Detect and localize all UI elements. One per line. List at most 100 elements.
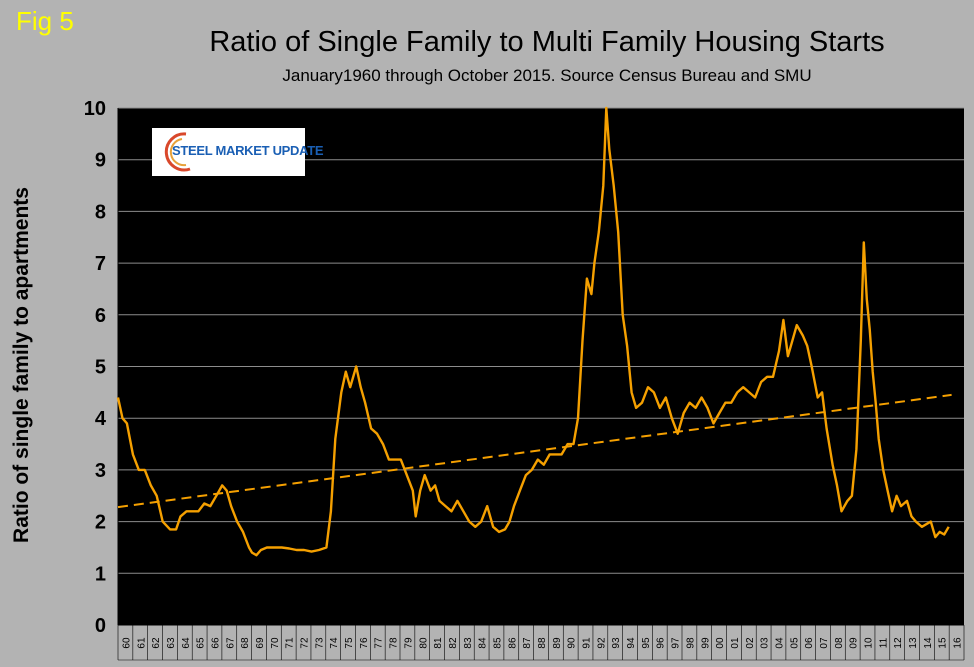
x-tick-text: 05 <box>789 637 800 649</box>
x-tick-text: 65 <box>196 637 207 649</box>
x-tick-label: 14 <box>923 637 934 649</box>
x-tick-label: 70 <box>270 637 281 649</box>
x-tick-text: 96 <box>656 637 667 649</box>
x-tick-text: 75 <box>344 637 355 649</box>
x-tick-text: 15 <box>938 637 949 649</box>
x-tick-text: 93 <box>611 637 622 649</box>
x-tick-label: 62 <box>151 637 162 649</box>
x-tick-text: 85 <box>492 637 503 649</box>
y-tick-label: 0 <box>95 615 106 637</box>
x-tick-text: 00 <box>715 637 726 649</box>
x-tick-label: 80 <box>418 637 429 649</box>
x-tick-text: 13 <box>908 637 919 649</box>
x-tick-label: 10 <box>864 637 875 649</box>
x-tick-text: 16 <box>953 637 964 649</box>
x-tick-text: 66 <box>210 637 221 649</box>
x-tick-text: 02 <box>745 637 756 649</box>
x-tick-label: 83 <box>463 637 474 649</box>
x-tick-text: 09 <box>849 637 860 649</box>
x-tick-label: 06 <box>804 637 815 649</box>
x-tick-label: 93 <box>611 637 622 649</box>
x-tick-text: 91 <box>582 637 593 649</box>
x-tick-label: 03 <box>760 637 771 649</box>
x-tick-text: 78 <box>389 637 400 649</box>
figure-label: Fig 5 <box>16 6 74 36</box>
x-tick-label: 79 <box>403 637 414 649</box>
logo-text: STEEL MARKET UPDATE <box>172 143 324 158</box>
x-tick-label: 72 <box>300 637 311 649</box>
x-tick-label: 65 <box>196 637 207 649</box>
x-tick-text: 69 <box>255 637 266 649</box>
x-tick-text: 95 <box>641 637 652 649</box>
x-tick-label: 68 <box>240 637 251 649</box>
x-tick-label: 82 <box>448 637 459 649</box>
y-tick-label: 4 <box>95 408 107 430</box>
x-tick-text: 92 <box>596 637 607 649</box>
x-tick-label: 02 <box>745 637 756 649</box>
x-tick-text: 14 <box>923 637 934 649</box>
x-tick-text: 99 <box>700 637 711 649</box>
x-tick-text: 84 <box>478 637 489 649</box>
x-tick-text: 87 <box>522 637 533 649</box>
x-tick-text: 01 <box>730 637 741 649</box>
x-tick-text: 89 <box>552 637 563 649</box>
y-tick-label: 9 <box>95 150 106 172</box>
y-tick-label: 8 <box>95 201 106 223</box>
x-tick-text: 63 <box>166 637 177 649</box>
x-tick-label: 12 <box>893 637 904 649</box>
x-tick-text: 61 <box>136 637 147 649</box>
x-tick-label: 64 <box>181 637 192 649</box>
x-tick-label: 95 <box>641 637 652 649</box>
x-tick-label: 94 <box>626 637 637 649</box>
x-tick-label: 66 <box>210 637 221 649</box>
x-tick-text: 70 <box>270 637 281 649</box>
x-tick-label: 01 <box>730 637 741 649</box>
x-tick-text: 98 <box>685 637 696 649</box>
x-tick-label: 91 <box>582 637 593 649</box>
x-tick-text: 88 <box>537 637 548 649</box>
x-tick-text: 03 <box>760 637 771 649</box>
x-tick-text: 80 <box>418 637 429 649</box>
x-tick-label: 74 <box>329 637 340 649</box>
ratio-series-line <box>116 106 950 557</box>
x-tick-label: 81 <box>433 637 444 649</box>
x-tick-text: 11 <box>878 637 889 648</box>
x-tick-label: 07 <box>819 637 830 649</box>
x-tick-label: 16 <box>953 637 964 649</box>
x-tick-text: 60 <box>121 637 132 649</box>
x-tick-label: 67 <box>225 637 236 649</box>
x-tick-label: 61 <box>136 637 147 649</box>
x-tick-label: 73 <box>314 637 325 649</box>
x-tick-label: 00 <box>715 637 726 649</box>
x-tick-label: 76 <box>359 637 370 649</box>
x-tick-text: 79 <box>403 637 414 649</box>
x-tick-text: 82 <box>448 637 459 649</box>
x-tick-label: 63 <box>166 637 177 649</box>
x-tick-text: 77 <box>374 637 385 649</box>
chart-title: Ratio of Single Family to Multi Family H… <box>209 26 885 58</box>
x-tick-label: 75 <box>344 637 355 649</box>
x-tick-label: 84 <box>478 637 489 649</box>
x-tick-text: 73 <box>314 637 325 649</box>
x-tick-text: 97 <box>671 637 682 649</box>
x-tick-text: 74 <box>329 637 340 649</box>
x-tick-text: 90 <box>567 637 578 649</box>
x-tick-label: 87 <box>522 637 533 649</box>
x-tick-label: 86 <box>507 637 518 649</box>
x-tick-label: 08 <box>834 637 845 649</box>
x-tick-text: 64 <box>181 637 192 649</box>
x-tick-text: 62 <box>151 637 162 649</box>
x-tick-label: 09 <box>849 637 860 649</box>
x-tick-label: 04 <box>774 637 785 649</box>
x-tick-text: 10 <box>864 637 875 649</box>
x-tick-text: 07 <box>819 637 830 649</box>
x-tick-text: 81 <box>433 637 444 649</box>
chart-subtitle: January1960 through October 2015. Source… <box>282 66 812 85</box>
y-tick-label: 1 <box>95 563 106 585</box>
logo-swoosh-icon <box>164 132 191 172</box>
x-tick-label: 98 <box>685 637 696 649</box>
y-tick-label: 5 <box>95 357 106 379</box>
x-tick-text: 94 <box>626 637 637 649</box>
x-tick-text: 72 <box>300 637 311 649</box>
x-tick-label: 05 <box>789 637 800 649</box>
